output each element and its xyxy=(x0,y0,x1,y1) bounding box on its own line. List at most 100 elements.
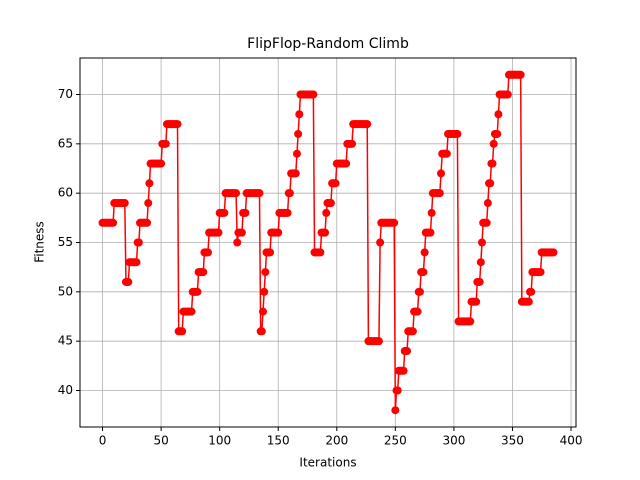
data-point xyxy=(109,218,118,227)
y-tick-label: 55 xyxy=(58,235,73,249)
data-point xyxy=(321,228,330,237)
data-point xyxy=(283,208,292,217)
x-tick-label: 200 xyxy=(325,434,348,448)
x-tick-label: 0 xyxy=(99,434,107,448)
y-tick-label: 65 xyxy=(58,136,73,150)
y-axis-label: Fitness xyxy=(33,221,47,263)
data-point xyxy=(232,189,241,198)
data-point xyxy=(524,297,533,306)
data-point xyxy=(426,228,435,237)
data-point xyxy=(466,317,475,326)
data-point xyxy=(260,287,269,296)
data-point xyxy=(442,149,451,158)
data-point xyxy=(483,199,492,208)
data-point xyxy=(478,238,487,247)
data-point xyxy=(348,139,357,148)
data-point xyxy=(120,199,129,208)
y-tick-label: 70 xyxy=(58,87,73,101)
x-axis-label: Iterations xyxy=(299,456,356,470)
data-point xyxy=(331,179,340,188)
data-point xyxy=(516,70,525,79)
data-point xyxy=(187,307,196,316)
data-point xyxy=(285,189,294,198)
data-point xyxy=(453,129,462,138)
data-point xyxy=(294,129,303,138)
data-point xyxy=(489,139,498,148)
chart-title: FlipFlop-Random Climb xyxy=(247,36,409,52)
data-point xyxy=(292,149,301,158)
data-point xyxy=(415,287,424,296)
data-point xyxy=(476,258,485,267)
data-point xyxy=(316,248,325,257)
y-tick-label: 50 xyxy=(58,284,73,298)
data-point xyxy=(295,110,304,119)
data-point xyxy=(427,208,436,217)
x-tick-label: 100 xyxy=(208,434,231,448)
data-point xyxy=(527,287,536,296)
data-point xyxy=(241,208,250,217)
data-point xyxy=(173,120,182,129)
data-point xyxy=(237,228,246,237)
data-point xyxy=(435,189,444,198)
data-point xyxy=(376,238,385,247)
data-point xyxy=(178,327,187,336)
data-point xyxy=(420,248,429,257)
data-point xyxy=(403,347,412,356)
data-point xyxy=(257,327,266,336)
data-point xyxy=(437,169,446,178)
data-point xyxy=(326,199,335,208)
x-tick-label: 400 xyxy=(560,434,583,448)
data-point xyxy=(488,159,497,168)
data-point xyxy=(494,110,503,119)
data-point xyxy=(145,179,154,188)
data-point xyxy=(342,159,351,168)
data-point xyxy=(143,218,152,227)
data-point xyxy=(472,297,481,306)
data-point xyxy=(233,238,242,247)
data-point xyxy=(157,159,166,168)
data-point xyxy=(503,90,512,99)
grid xyxy=(80,58,576,427)
data-point xyxy=(419,268,428,277)
x-tick-label: 350 xyxy=(501,434,524,448)
data-point xyxy=(124,277,133,286)
data-point xyxy=(203,248,212,257)
plot-area xyxy=(98,70,558,415)
data-point xyxy=(193,287,202,296)
data-point xyxy=(493,129,502,138)
data-point xyxy=(413,307,422,316)
x-tick-label: 150 xyxy=(267,434,290,448)
data-point xyxy=(132,258,141,267)
data-point xyxy=(144,199,153,208)
data-point xyxy=(322,208,331,217)
data-point xyxy=(309,90,318,99)
y-tick-label: 40 xyxy=(58,383,73,397)
data-point xyxy=(391,406,400,415)
data-point xyxy=(214,228,223,237)
data-point xyxy=(549,248,558,257)
data-point xyxy=(363,120,372,129)
ticks: 0 50 100 150 200 250 300 350 400 40 45 50 55 60 65 70 xyxy=(58,87,583,447)
y-tick-label: 60 xyxy=(58,186,73,200)
data-point xyxy=(399,366,408,375)
x-tick-label: 50 xyxy=(153,434,168,448)
data-point xyxy=(274,228,283,237)
data-point xyxy=(220,208,229,217)
data-point xyxy=(482,218,491,227)
data-point xyxy=(134,238,143,247)
data-point xyxy=(199,268,208,277)
data-point xyxy=(393,386,402,395)
data-point xyxy=(390,218,399,227)
x-tick-label: 250 xyxy=(384,434,407,448)
data-point xyxy=(266,248,275,257)
data-point xyxy=(258,307,267,316)
data-point xyxy=(255,189,264,198)
data-point xyxy=(486,179,495,188)
data-point xyxy=(536,268,545,277)
x-tick-label: 300 xyxy=(442,434,465,448)
data-point xyxy=(291,169,300,178)
data-point xyxy=(161,139,170,148)
data-point xyxy=(261,268,270,277)
